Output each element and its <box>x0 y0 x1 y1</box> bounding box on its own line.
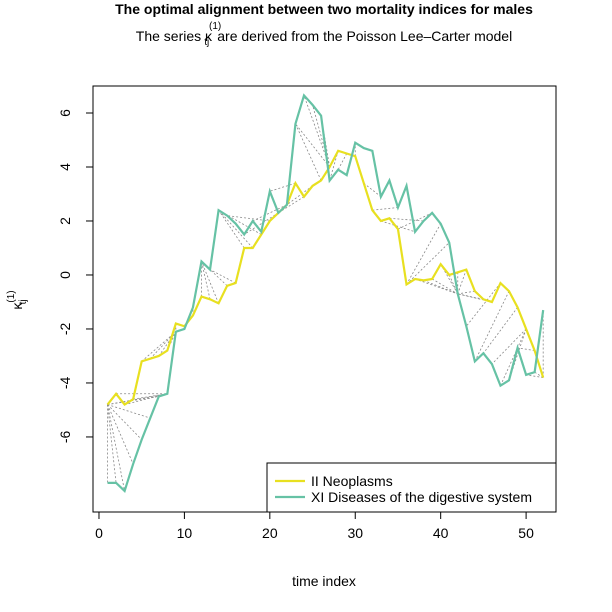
alignment-link <box>269 182 296 192</box>
alignment-link <box>107 404 134 465</box>
alignment-link <box>243 212 279 235</box>
alignment-link <box>227 215 270 222</box>
y-tick-label: -2 <box>57 323 73 336</box>
y-tick-label: 4 <box>57 163 73 171</box>
series-line <box>106 149 545 407</box>
y-tick-label: -6 <box>57 431 73 444</box>
alignment-link <box>517 347 535 351</box>
alignment-link <box>389 217 424 222</box>
alignment-link <box>491 328 527 365</box>
alignment-link <box>372 207 399 211</box>
alignment-link <box>465 282 501 327</box>
y-label-symbol: κ <box>9 302 25 310</box>
alignment-link <box>107 404 117 483</box>
chart-title: The optimal alignment between two mortal… <box>115 1 533 17</box>
alignment-link <box>337 153 348 170</box>
alignment-link <box>406 242 450 285</box>
alignment-link <box>141 331 177 362</box>
y-tick-label: 6 <box>57 109 73 117</box>
x-axis-label: time index <box>292 573 356 589</box>
series-line <box>107 93 545 493</box>
alignment-link <box>107 404 142 440</box>
alignment-link <box>209 269 236 284</box>
y-tick-label: 0 <box>57 271 73 279</box>
alignment-link <box>312 104 331 168</box>
y-axis-label: κ(1)tj <box>6 290 29 309</box>
x-tick-label: 0 <box>95 525 103 541</box>
alignment-link <box>218 209 254 249</box>
alignment-link <box>107 404 125 492</box>
y-label-sup: (1) <box>6 290 17 302</box>
x-tick-label: 40 <box>433 525 449 541</box>
alignment-link <box>431 278 458 295</box>
alignment-link <box>457 269 467 295</box>
alignment-link <box>483 307 518 354</box>
x-tick-label: 50 <box>518 525 534 541</box>
subtitle-symbol: κ <box>205 28 213 44</box>
legend-label: II Neoplasms <box>311 473 393 489</box>
x-tick-label: 10 <box>177 525 193 541</box>
alignment-link <box>457 293 484 300</box>
alignment-link <box>457 290 475 295</box>
alignment-link <box>295 123 330 168</box>
y-label-sub: tj <box>18 299 29 304</box>
alignment-link <box>380 220 416 233</box>
subtitle-sub: tj <box>204 37 209 48</box>
subtitle-sup: (1) <box>209 21 221 32</box>
legend-box <box>266 462 557 513</box>
chart-subtitle: The series κ(1) tj are derived from the Po… <box>136 21 512 48</box>
x-tick-label: 20 <box>262 525 278 541</box>
y-tick-label: -4 <box>57 377 73 390</box>
subtitle-text: The series <box>136 28 201 44</box>
legend-label: XI Diseases of the digestive system <box>311 489 532 505</box>
alignment-link <box>286 185 313 206</box>
alignment-link <box>474 290 510 362</box>
x-tick-label: 30 <box>347 525 363 541</box>
alignment-link <box>526 374 544 378</box>
y-tick-label: 2 <box>57 217 73 225</box>
alignment-link <box>201 261 219 304</box>
alignment-link <box>201 261 211 300</box>
subtitle-text: are derived from the Poisson Lee–Carter … <box>217 28 512 44</box>
alignment-link <box>107 404 151 419</box>
